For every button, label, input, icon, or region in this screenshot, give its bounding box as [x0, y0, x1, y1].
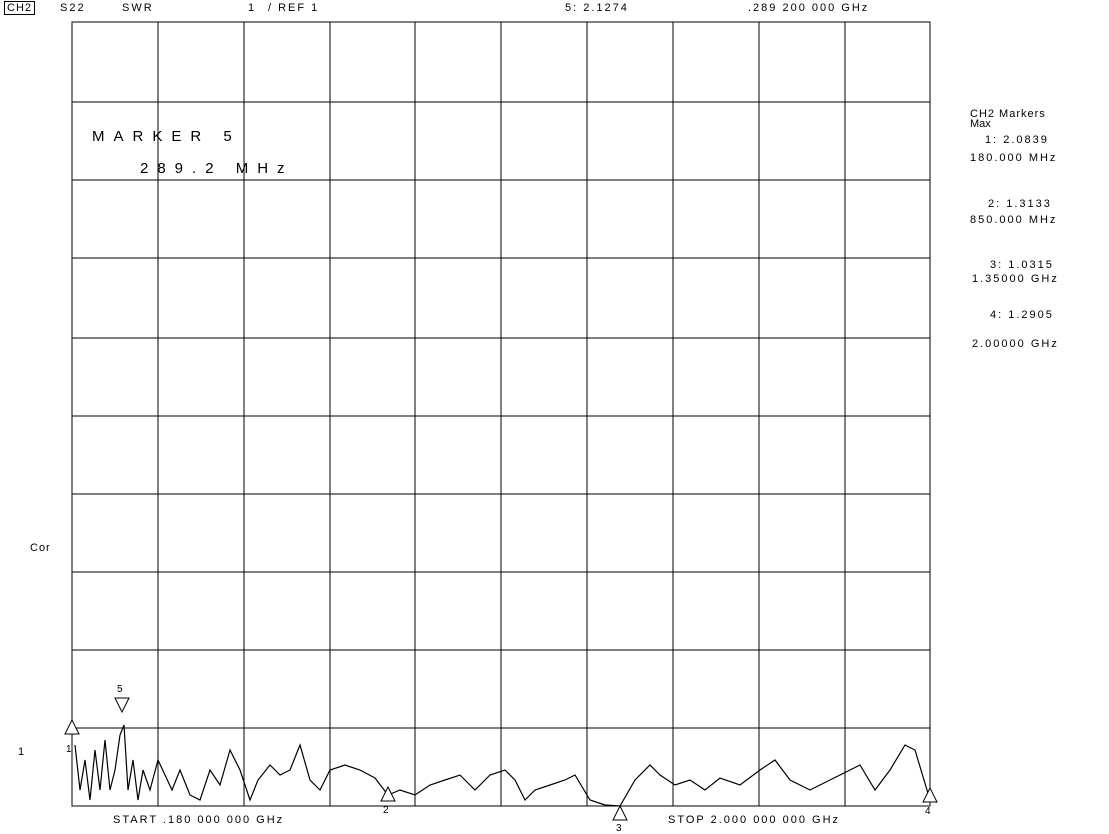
- marker-value: 1: 2.0839: [985, 134, 1049, 146]
- marker-freq: 1.35000 GHz: [972, 273, 1059, 285]
- marker-symbols: [64, 697, 938, 821]
- marker-value: 4: 1.2905: [990, 309, 1054, 321]
- trace: [74, 724, 931, 807]
- marker-label: 2: [383, 805, 391, 816]
- grid-lines: [72, 22, 930, 806]
- correction: Cor: [30, 542, 51, 554]
- reference: / REF 1: [268, 2, 320, 14]
- markers-mode: Max: [970, 118, 991, 130]
- parameter: S22: [60, 2, 86, 14]
- markers-title: CH2 Markers: [970, 108, 1046, 120]
- marker-3-symbol: [612, 804, 628, 821]
- marker-label: 3: [616, 823, 624, 834]
- active-frequency: .289 200 000 GHz: [748, 2, 870, 14]
- marker-label: 5: [117, 684, 125, 695]
- marker-value: 3: 1.0315: [990, 259, 1054, 271]
- scale: 1: [248, 2, 257, 14]
- stop-frequency: STOP 2.000 000 000 GHz: [668, 814, 841, 826]
- format: SWR: [122, 2, 154, 14]
- reference-position: 1: [18, 746, 27, 758]
- marker-label: 1: [66, 744, 74, 755]
- marker-freq: 850.000 MHz: [970, 214, 1058, 226]
- channel: CH2: [4, 1, 36, 15]
- marker-4-symbol: [922, 786, 938, 803]
- marker-2-symbol: [380, 785, 396, 802]
- marker-value: 2: 1.3133: [988, 198, 1052, 210]
- marker-5-symbol: [114, 697, 130, 714]
- marker-frequency: 289.2 MHz: [140, 160, 294, 177]
- active-marker: 5: 2.1274: [565, 2, 629, 14]
- marker-freq: 180.000 MHz: [970, 152, 1058, 164]
- marker-freq: 2.00000 GHz: [972, 338, 1059, 350]
- graticule: [71, 21, 931, 807]
- marker-title: MARKER 5: [92, 128, 241, 145]
- marker-label: 4: [925, 806, 933, 817]
- start-frequency: START .180 000 000 GHz: [113, 814, 285, 826]
- marker-1-symbol: [64, 718, 80, 735]
